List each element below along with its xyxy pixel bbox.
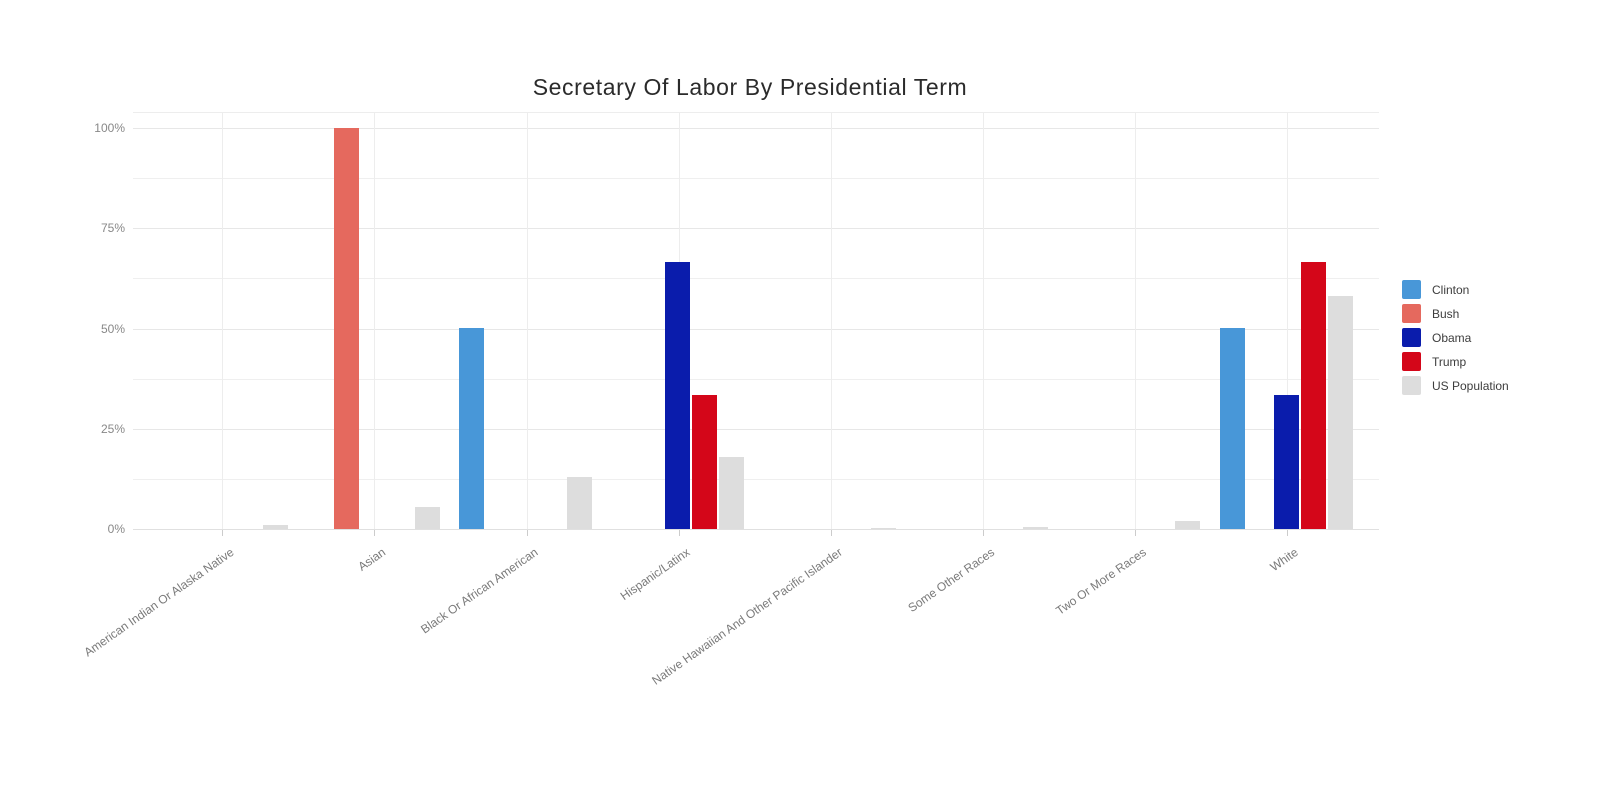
y-axis-tick-label: 100% (94, 121, 125, 135)
x-axis-category-label: Some Other Races (905, 545, 997, 615)
x-axis-tick (374, 530, 376, 536)
plot-top-border (133, 112, 1379, 113)
x-axis-tick (1287, 530, 1289, 536)
x-axis-category-label: White (1267, 545, 1302, 575)
x-axis-tick (1134, 530, 1136, 536)
h-gridline (133, 178, 1379, 180)
bar-clinton-black-or-african-american[interactable] (459, 328, 485, 529)
legend-swatch-obama (1402, 328, 1421, 347)
v-gridline (374, 112, 376, 529)
legend-item-bush[interactable]: Bush (1402, 304, 1509, 323)
legend-swatch-bush (1402, 304, 1421, 323)
chart-title: Secretary Of Labor By Presidential Term (532, 74, 968, 100)
x-axis-category-label: Hispanic/Latinx (617, 545, 693, 604)
legend-swatch-us-population (1402, 376, 1421, 395)
x-axis-tick (526, 530, 528, 536)
x-axis-category-label: Native Hawaiian And Other Pacific Island… (649, 545, 845, 688)
legend-item-trump[interactable]: Trump (1402, 352, 1509, 371)
bar-trump-white[interactable] (1300, 262, 1326, 529)
h-gridline (133, 428, 1379, 430)
x-axis-category-label: Black Or African American (418, 545, 541, 637)
h-gridline (133, 478, 1379, 480)
h-gridline (133, 128, 1379, 129)
bar-us-population-native-hawaiian-and-other-pacific-islander[interactable] (871, 528, 897, 529)
v-gridline (982, 112, 984, 529)
x-axis-tick (830, 530, 832, 536)
bar-us-population-black-or-african-american[interactable] (567, 477, 593, 529)
legend-swatch-trump (1402, 352, 1421, 371)
y-axis-tick-label: 25% (100, 421, 125, 436)
legend-swatch-clinton (1402, 280, 1421, 299)
legend-item-us-population[interactable]: US Population (1402, 376, 1509, 395)
bar-bush-asian[interactable] (333, 128, 359, 529)
legend-label-trump: Trump (1432, 354, 1467, 369)
legend: Clinton Bush Obama Trump US Population (1402, 280, 1509, 400)
bar-us-population-asian[interactable] (414, 507, 440, 529)
x-axis-line (133, 529, 1379, 530)
legend-item-obama[interactable]: Obama (1402, 328, 1509, 347)
legend-label-clinton: Clinton (1432, 282, 1470, 297)
legend-label-bush: Bush (1432, 306, 1460, 321)
h-gridline (133, 228, 1379, 230)
legend-label-us-population: US Population (1432, 378, 1509, 393)
bar-trump-hispanic-latinx[interactable] (692, 395, 718, 529)
x-axis-tick (222, 530, 224, 536)
y-axis-tick-label: 50% (100, 321, 125, 336)
bar-us-population-hispanic-latinx[interactable] (719, 457, 745, 529)
legend-label-obama: Obama (1432, 330, 1472, 345)
v-gridline (526, 112, 528, 529)
bar-us-population-two-or-more-races[interactable] (1175, 521, 1201, 529)
x-axis-category-label: Two Or More Races (1053, 545, 1149, 618)
y-axis-tick-label: 75% (100, 221, 125, 236)
y-axis-tick-label: 0% (107, 522, 125, 536)
h-gridline (133, 378, 1379, 380)
bar-obama-hispanic-latinx[interactable] (665, 262, 691, 529)
h-gridline (133, 278, 1379, 280)
v-gridline (830, 112, 832, 529)
x-axis-tick (678, 530, 680, 536)
bar-us-population-american-indian-or-alaska-native[interactable] (262, 525, 288, 529)
h-gridline (133, 328, 1379, 330)
bar-obama-white[interactable] (1273, 395, 1299, 529)
x-axis-category-label: Asian (355, 545, 389, 574)
bar-clinton-white[interactable] (1219, 328, 1245, 529)
bar-us-population-some-other-races[interactable] (1023, 527, 1049, 529)
v-gridline (1287, 112, 1289, 529)
v-gridline (222, 112, 224, 529)
x-axis-category-label: American Indian Or Alaska Native (81, 545, 237, 660)
v-gridline (1134, 112, 1136, 529)
x-axis-tick (982, 530, 984, 536)
legend-item-clinton[interactable]: Clinton (1402, 280, 1509, 299)
bar-us-population-white[interactable] (1327, 296, 1353, 529)
